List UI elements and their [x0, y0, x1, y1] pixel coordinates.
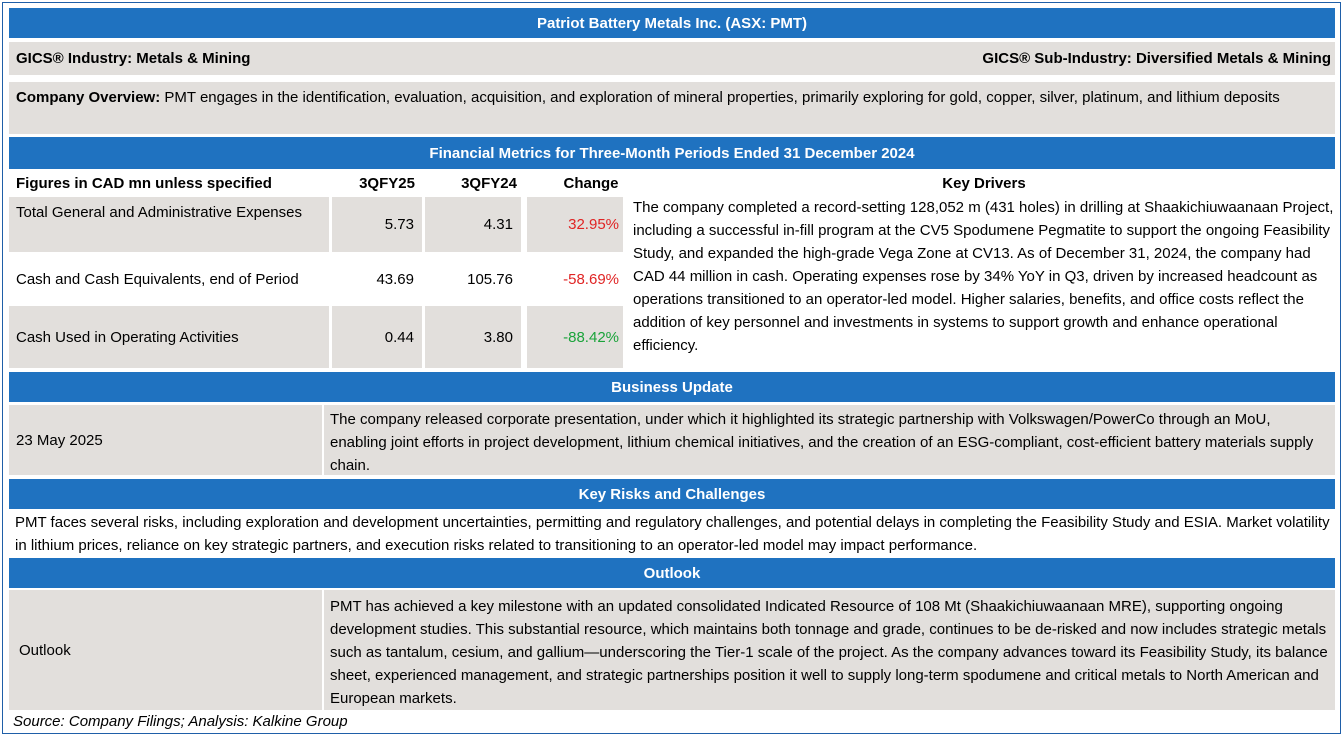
business-update-date: 23 May 2025 — [9, 405, 322, 475]
gics-row: GICS® Industry: Metals & Mining GICS® Su… — [9, 42, 1335, 75]
table-cell-change: 32.95% — [527, 197, 623, 252]
overview-label: Company Overview: — [16, 89, 161, 106]
overview-text: PMT engages in the identification, evalu… — [160, 89, 1280, 106]
outlook-header: Outlook — [9, 558, 1335, 588]
financials-column-headers: Figures in CAD mn unless specified 3QFY2… — [9, 171, 1335, 196]
gics-industry: GICS® Industry: Metals & Mining — [16, 50, 251, 67]
report-title: Patriot Battery Metals Inc. (ASX: PMT) — [536, 14, 808, 32]
gics-sub-industry: GICS® Sub-Industry: Diversified Metals &… — [982, 50, 1331, 67]
report-title-bar: Patriot Battery Metals Inc. (ASX: PMT) — [9, 8, 1335, 38]
column-header-change: Change — [563, 175, 619, 192]
key-risks-title: Key Risks and Challenges — [578, 485, 766, 503]
financial-metrics-header: Financial Metrics for Three-Month Period… — [9, 137, 1335, 169]
table-row-label: Total General and Administrative Expense… — [9, 197, 329, 252]
business-update-title: Business Update — [611, 378, 733, 396]
column-header-3qfy24: 3QFY24 — [461, 175, 517, 192]
outlook-label: Outlook — [9, 590, 322, 710]
table-cell-3qfy25: 5.73 — [332, 197, 422, 252]
key-drivers-text: The company completed a record-setting 1… — [633, 199, 1334, 354]
table-cell-3qfy25: 0.44 — [332, 306, 422, 368]
key-risks-header: Key Risks and Challenges — [9, 479, 1335, 509]
table-row-label: Cash and Cash Equivalents, end of Period — [16, 270, 299, 288]
column-header-key-drivers: Key Drivers — [942, 175, 1026, 192]
table-cell-3qfy24: 3.80 — [425, 306, 521, 368]
table-cell-3qfy24: 4.31 — [425, 197, 521, 252]
table-cell-change: -88.42% — [527, 306, 623, 368]
table-row-label: Cash Used in Operating Activities — [9, 306, 329, 368]
column-header-figures: Figures in CAD mn unless specified — [16, 175, 272, 192]
source-footnote: Source: Company Filings; Analysis: Kalki… — [13, 713, 348, 730]
column-header-3qfy25: 3QFY25 — [359, 175, 415, 192]
outlook-text: PMT has achieved a key milestone with an… — [324, 590, 1335, 710]
company-overview: Company Overview: PMT engages in the ide… — [9, 82, 1335, 134]
financial-metrics-title: Financial Metrics for Three-Month Period… — [429, 144, 915, 162]
key-risks-text: PMT faces several risks, including explo… — [15, 514, 1330, 554]
table-cell-3qfy25: 43.69 — [376, 270, 414, 288]
table-cell-change: -58.69% — [563, 270, 619, 288]
business-update-header: Business Update — [9, 372, 1335, 402]
outlook-title: Outlook — [643, 564, 701, 582]
table-cell-3qfy24: 105.76 — [467, 270, 513, 288]
business-update-text: The company released corporate presentat… — [324, 405, 1335, 475]
